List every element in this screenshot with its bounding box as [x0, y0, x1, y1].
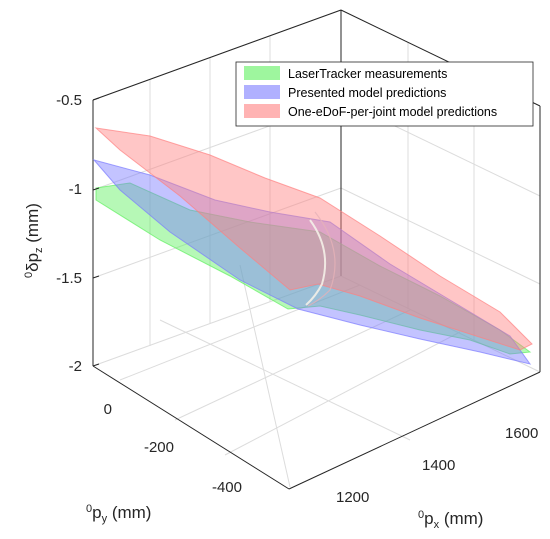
y-axis-label: 0py (mm) — [86, 503, 151, 525]
x-label-sub: x — [434, 519, 440, 531]
y-label-sub: y — [102, 513, 108, 525]
z-axis: -0.5 -1 -1.5 -2 0δpz (mm) — [23, 92, 100, 375]
y-tick-label: -400 — [212, 479, 242, 496]
x-label-main: p — [424, 509, 433, 528]
x-axis: 1200 1400 1600 0px (mm) — [336, 425, 538, 531]
x-tick-label: 1400 — [422, 457, 455, 474]
surface-one-edof — [94, 127, 533, 351]
legend-label: Presented model predictions — [288, 86, 446, 100]
z-label-sub: z — [33, 247, 45, 253]
z-tick-label: -1.5 — [56, 270, 82, 287]
surface-fold-highlight — [305, 219, 327, 306]
z-tick-label: -1 — [69, 181, 82, 198]
y-tick-label: -200 — [144, 439, 174, 456]
z-label-sup: 0 — [23, 272, 35, 278]
legend-swatch-presented — [244, 85, 280, 99]
legend-label: LaserTracker measurements — [288, 67, 447, 81]
surfaces — [92, 127, 533, 365]
z-tick-label: -2 — [69, 358, 82, 375]
legend-swatch-one-edof — [244, 104, 280, 118]
surface-lasertracker — [95, 182, 532, 355]
y-tick-label: 0 — [104, 401, 112, 418]
z-axis-label: 0δpz (mm) — [23, 203, 45, 278]
y-label-unit: (mm) — [107, 503, 151, 522]
axes-box — [92, 9, 541, 490]
surface-presented — [92, 159, 532, 365]
x-tick-label: 1600 — [505, 425, 538, 442]
z-label-unit: (mm) — [23, 203, 42, 247]
y-label-sup: 0 — [86, 503, 92, 515]
x-tick-label: 1200 — [336, 489, 369, 506]
z-label-main: δp — [23, 253, 42, 272]
y-axis: 0 -200 -400 0py (mm) — [86, 401, 242, 525]
legend-swatch-lasertracker — [244, 66, 280, 80]
legend: LaserTracker measurements Presented mode… — [235, 61, 534, 127]
z-tick-label: -0.5 — [56, 92, 82, 109]
legend-label: One-eDoF-per-joint model predictions — [288, 105, 497, 119]
x-label-unit: (mm) — [439, 509, 483, 528]
x-axis-label: 0px (mm) — [418, 509, 483, 531]
legend-box — [235, 61, 534, 127]
y-label-main: p — [92, 503, 101, 522]
x-label-sup: 0 — [418, 509, 424, 521]
surface-fold-curve — [307, 211, 336, 307]
